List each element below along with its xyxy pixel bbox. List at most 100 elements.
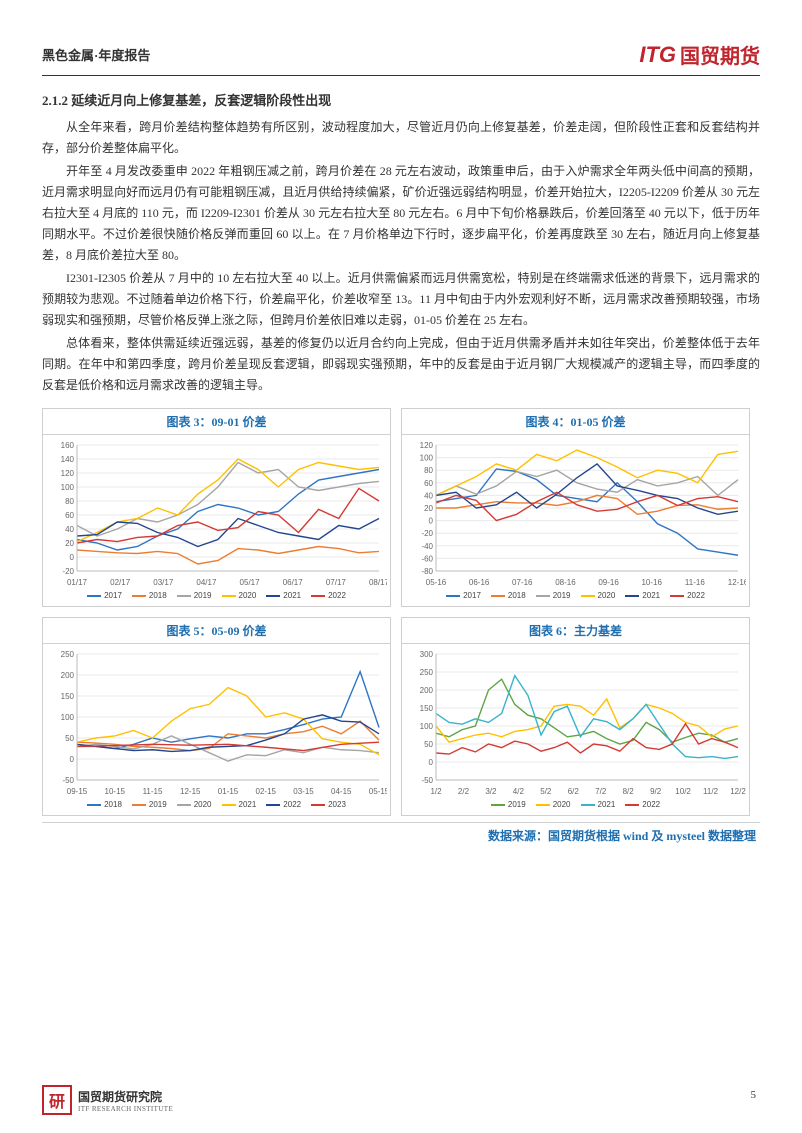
- svg-text:02-15: 02-15: [256, 787, 277, 796]
- legend-item: 2020: [581, 591, 616, 600]
- svg-text:80: 80: [424, 466, 433, 475]
- svg-text:9/2: 9/2: [650, 787, 662, 796]
- page-header: 黑色金属·年度报告 ITG 国贸期货: [42, 40, 760, 76]
- chart-5-body: -5005010015020025009-1510-1511-1512-1501…: [43, 644, 390, 815]
- legend-item: 2021: [625, 591, 660, 600]
- svg-text:200: 200: [420, 686, 434, 695]
- chart-3-legend: 201720182019202020212022: [47, 591, 386, 600]
- svg-text:40: 40: [65, 525, 74, 534]
- svg-text:50: 50: [424, 740, 433, 749]
- chart-6-body: -500501001502002503001/22/23/24/25/26/27…: [402, 644, 749, 815]
- svg-text:03/17: 03/17: [153, 578, 174, 587]
- logo-itg: ITG: [639, 42, 676, 68]
- chart-5-panel: 图表 5：05-09 价差 -5005010015020025009-1510-…: [42, 617, 391, 816]
- svg-text:11-16: 11-16: [685, 578, 705, 587]
- svg-text:5/2: 5/2: [540, 787, 552, 796]
- svg-text:80: 80: [65, 497, 74, 506]
- page-number: 5: [751, 1089, 757, 1101]
- paragraph: 从全年来看，跨月价差结构整体趋势有所区别，波动程度加大，尽管近月仍向上修复基差，…: [42, 117, 760, 159]
- svg-text:04/17: 04/17: [196, 578, 217, 587]
- svg-text:150: 150: [420, 704, 434, 713]
- header-logo: ITG 国贸期货: [639, 40, 760, 69]
- footer-institute-cn: 国贸期货研究院: [78, 1088, 173, 1105]
- legend-item: 2021: [581, 800, 616, 809]
- svg-text:150: 150: [61, 692, 75, 701]
- svg-text:4/2: 4/2: [513, 787, 525, 796]
- svg-text:50: 50: [65, 734, 74, 743]
- svg-text:20: 20: [65, 539, 74, 548]
- legend-item: 2022: [625, 800, 660, 809]
- svg-text:250: 250: [61, 650, 75, 659]
- paragraph: 总体看来，整体供需延续近强远弱，基差的修复仍以近月合约向上完成，但由于近月供需矛…: [42, 333, 760, 396]
- svg-text:07/17: 07/17: [326, 578, 347, 587]
- stamp-icon: 研: [42, 1085, 72, 1115]
- svg-text:100: 100: [61, 713, 75, 722]
- svg-text:120: 120: [61, 469, 75, 478]
- legend-item: 2017: [446, 591, 481, 600]
- svg-text:100: 100: [420, 722, 434, 731]
- svg-text:140: 140: [61, 455, 75, 464]
- legend-item: 2019: [536, 591, 571, 600]
- svg-text:100: 100: [420, 454, 434, 463]
- svg-text:-40: -40: [421, 542, 433, 551]
- chart-5-title: 图表 5：05-09 价差: [43, 618, 390, 644]
- svg-text:300: 300: [420, 650, 434, 659]
- svg-text:7/2: 7/2: [595, 787, 607, 796]
- svg-text:01/17: 01/17: [67, 578, 88, 587]
- paragraph: I2301-I2305 价差从 7 月中的 10 左右拉大至 40 以上。近月供…: [42, 268, 760, 331]
- svg-text:250: 250: [420, 668, 434, 677]
- legend-item: 2022: [670, 591, 705, 600]
- svg-text:05-16: 05-16: [426, 578, 447, 587]
- svg-text:10/2: 10/2: [675, 787, 691, 796]
- svg-text:160: 160: [61, 441, 75, 450]
- svg-text:0: 0: [70, 755, 75, 764]
- svg-text:09-15: 09-15: [67, 787, 88, 796]
- svg-text:-50: -50: [421, 776, 433, 785]
- svg-text:11/2: 11/2: [703, 787, 719, 796]
- chart-4-title: 图表 4：01-05 价差: [402, 409, 749, 435]
- svg-text:3/2: 3/2: [485, 787, 497, 796]
- svg-text:8/2: 8/2: [623, 787, 635, 796]
- svg-text:12-16: 12-16: [728, 578, 746, 587]
- svg-text:07-16: 07-16: [512, 578, 533, 587]
- svg-text:10-16: 10-16: [641, 578, 662, 587]
- legend-item: 2019: [132, 800, 167, 809]
- chart-5-legend: 201820192020202120222023: [47, 800, 386, 809]
- svg-text:0: 0: [70, 553, 75, 562]
- chart-3-panel: 图表 3：09-01 价差 -2002040608010012014016001…: [42, 408, 391, 607]
- svg-text:-20: -20: [421, 529, 433, 538]
- svg-text:0: 0: [429, 517, 434, 526]
- data-source: 数据来源：国贸期货根据 wind 及 mysteel 数据整理: [42, 822, 760, 844]
- svg-text:200: 200: [61, 671, 75, 680]
- chart-6-legend: 2019 2020 2021 2022: [406, 800, 745, 809]
- logo-cn: 国贸期货: [680, 40, 760, 69]
- svg-text:-80: -80: [421, 567, 433, 576]
- legend-item: 2018: [87, 800, 122, 809]
- svg-text:05/17: 05/17: [240, 578, 261, 587]
- svg-text:12-15: 12-15: [180, 787, 201, 796]
- charts-grid: 图表 3：09-01 价差 -2002040608010012014016001…: [42, 408, 760, 816]
- svg-text:0: 0: [429, 758, 434, 767]
- legend-item: 2018: [491, 591, 526, 600]
- svg-text:2/2: 2/2: [458, 787, 470, 796]
- legend-item: 2019: [491, 800, 526, 809]
- chart-4-panel: 图表 4：01-05 价差 -80-60-40-2002040608010012…: [401, 408, 750, 607]
- paragraph: 开年至 4 月发改委重申 2022 年粗钢压减之前，跨月价差在 28 元左右波动…: [42, 161, 760, 266]
- svg-text:02/17: 02/17: [110, 578, 131, 587]
- footer-institute-en: ITF RESEARCH INSTITUTE: [78, 1105, 173, 1113]
- svg-text:04-15: 04-15: [331, 787, 352, 796]
- legend-item: 2020: [222, 591, 257, 600]
- legend-item: 2021: [222, 800, 257, 809]
- legend-item: 2020: [536, 800, 571, 809]
- svg-text:100: 100: [61, 483, 75, 492]
- svg-text:120: 120: [420, 441, 434, 450]
- svg-text:6/2: 6/2: [568, 787, 580, 796]
- svg-text:06-16: 06-16: [469, 578, 490, 587]
- chart-4-body: -80-60-40-2002040608010012005-1606-1607-…: [402, 435, 749, 606]
- svg-text:11-15: 11-15: [143, 787, 163, 796]
- svg-text:10-15: 10-15: [105, 787, 126, 796]
- section-title: 2.1.2 延续近月向上修复基差，反套逻辑阶段性出现: [42, 90, 760, 109]
- svg-text:-20: -20: [62, 567, 74, 576]
- svg-text:60: 60: [65, 511, 74, 520]
- legend-item: 2020: [177, 800, 212, 809]
